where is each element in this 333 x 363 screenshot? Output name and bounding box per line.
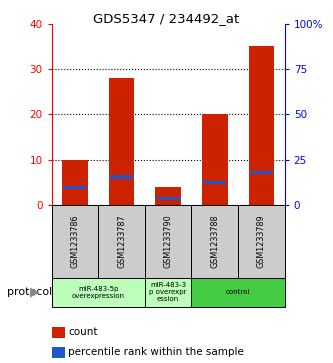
Bar [238, 205, 285, 278]
Bar [98, 205, 145, 278]
Bar [155, 187, 181, 205]
Bar [145, 278, 191, 307]
Text: ▶: ▶ [30, 286, 40, 299]
Bar [191, 205, 238, 278]
Bar [202, 114, 227, 205]
Text: GDS5347 / 234492_at: GDS5347 / 234492_at [93, 12, 240, 25]
Text: GSM1233786: GSM1233786 [70, 215, 80, 268]
Bar [110, 175, 133, 179]
Bar [52, 278, 145, 307]
Text: GSM1233787: GSM1233787 [117, 215, 126, 268]
Bar [191, 278, 285, 307]
Bar [52, 205, 98, 278]
Bar [157, 197, 180, 200]
Text: count: count [68, 327, 98, 337]
Bar [62, 160, 88, 205]
Text: protocol: protocol [7, 287, 52, 297]
Bar [203, 181, 226, 184]
Text: miR-483-3
p overexpr
ession: miR-483-3 p overexpr ession [150, 282, 187, 302]
Text: miR-483-5p
overexpression: miR-483-5p overexpression [72, 286, 125, 299]
Bar [248, 46, 274, 205]
Text: GSM1233789: GSM1233789 [257, 215, 266, 268]
Text: control: control [226, 289, 250, 295]
Bar [109, 78, 134, 205]
Text: GSM1233790: GSM1233790 [164, 215, 173, 268]
Bar [250, 171, 273, 174]
Text: percentile rank within the sample: percentile rank within the sample [68, 347, 244, 357]
Bar [145, 205, 191, 278]
Bar [63, 186, 87, 189]
Text: GSM1233788: GSM1233788 [210, 215, 219, 268]
